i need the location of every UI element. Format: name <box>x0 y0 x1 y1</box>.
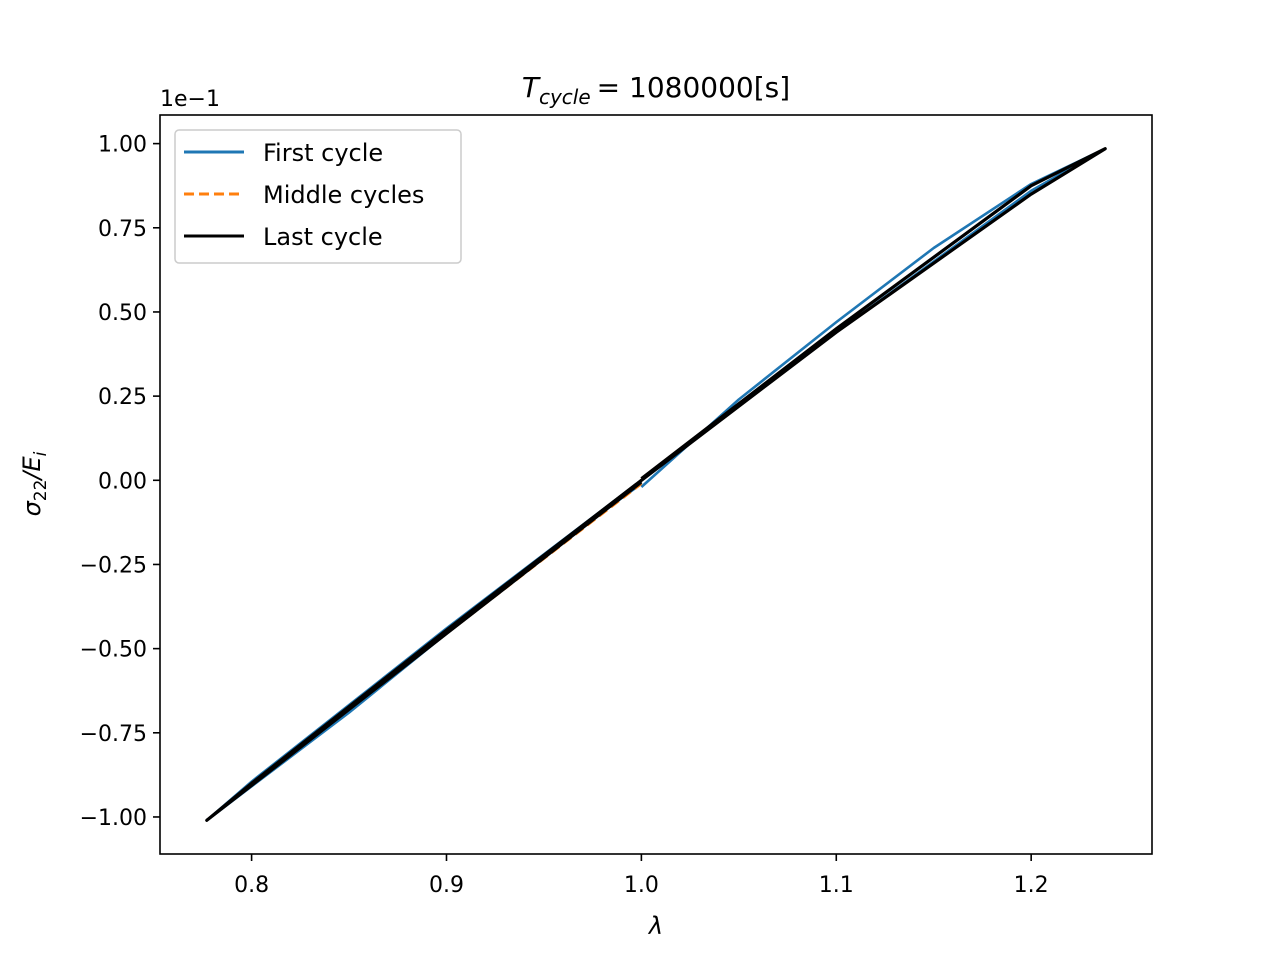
series-line-3 <box>205 147 1107 822</box>
y-axis: 1.00 0.75 0.50 0.25 0.00 −0.25 −0.50 −0.75 −1.00 <box>80 133 160 831</box>
y-tick-label: 1.00 <box>98 133 147 158</box>
x-axis-label: λ <box>647 912 663 940</box>
y-tick-label: −0.75 <box>80 722 147 747</box>
legend-label-3: Last cycle <box>263 223 383 251</box>
series-layer <box>205 147 1107 822</box>
x-tick-label: 0.8 <box>234 873 269 898</box>
y-tick-label: 0.50 <box>98 301 147 326</box>
y-tick-label: 0.25 <box>98 385 147 410</box>
axes-frame <box>159 114 1153 855</box>
legend-box <box>174 129 462 264</box>
y-tick-label: −0.25 <box>80 553 147 578</box>
legend-label-1: First cycle <box>263 139 383 167</box>
legend: First cycle Middle cycles Last cycle <box>174 129 462 264</box>
y-tick-label: −1.00 <box>80 806 147 831</box>
x-tick-label: 1.1 <box>819 873 854 898</box>
legend-label-2: Middle cycles <box>263 181 424 209</box>
y-tick-label: −0.50 <box>80 638 147 663</box>
y-tick-label: 0.00 <box>98 469 147 494</box>
y-tick-label: 0.75 <box>98 217 147 242</box>
x-tick-label: 1.0 <box>624 873 659 898</box>
y-axis-label: σ22/Ei <box>18 451 51 516</box>
chart-title: Tcycle = 1080000[s] <box>522 71 790 109</box>
x-tick-label: 0.9 <box>429 873 464 898</box>
x-axis: 0.8 0.9 1.0 1.1 1.2 <box>234 854 1049 898</box>
y-offset-text: 1e−1 <box>160 87 220 112</box>
x-tick-label: 1.2 <box>1014 873 1049 898</box>
